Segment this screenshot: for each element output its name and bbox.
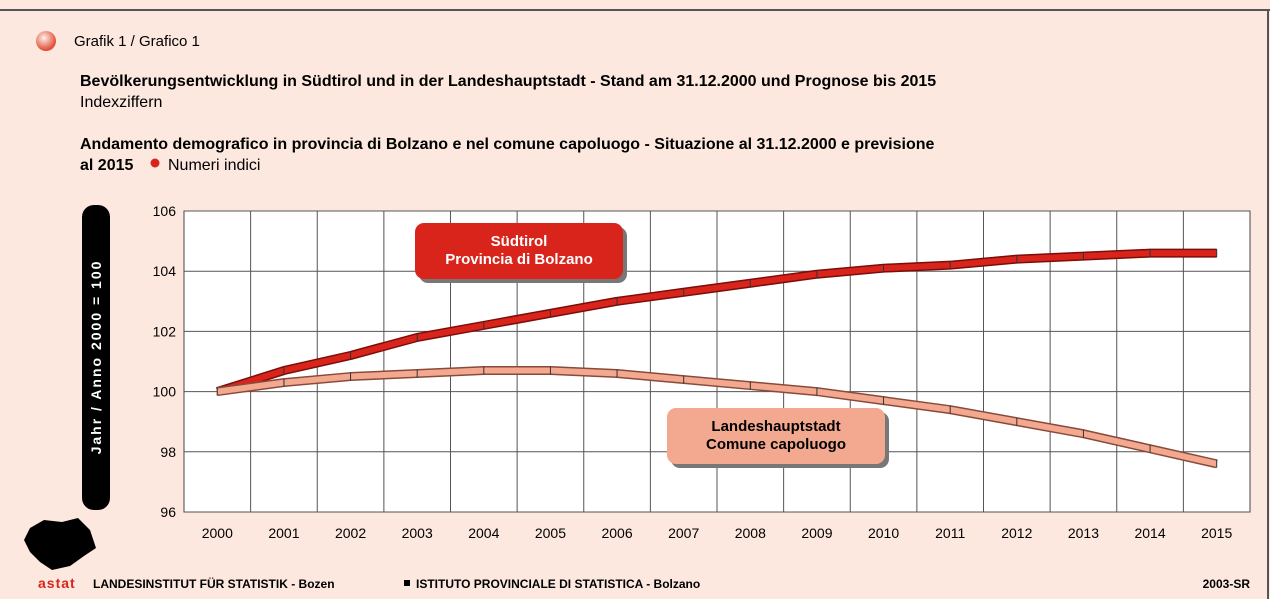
x-tick-label: 2013: [1068, 525, 1099, 541]
chart-label: Grafik 1 / Grafico 1: [74, 33, 200, 50]
y-tick-label: 96: [160, 504, 176, 520]
footer-it: ISTITUTO PROVINCIALE DI STATISTICA - Bol…: [416, 577, 700, 591]
bullet-icon: [36, 31, 56, 51]
x-tick-label: 2005: [535, 525, 566, 541]
y-axis-label: Jahr / Anno 2000 = 100: [88, 260, 104, 455]
logo-map: [24, 518, 96, 570]
legend-box: [415, 223, 623, 279]
separator-dot: [150, 158, 160, 168]
subtitle-it: Numeri indici: [168, 157, 260, 174]
x-tick-label: 2009: [801, 525, 832, 541]
y-label-box: [82, 205, 110, 510]
line: [216, 367, 1218, 467]
y-tick-label: 100: [153, 384, 177, 400]
x-tick-label: 2012: [1001, 525, 1032, 541]
x-tick-label: 2006: [601, 525, 632, 541]
title-de: Bevölkerungsentwicklung in Südtirol und …: [80, 73, 936, 90]
logo: [24, 518, 96, 570]
subtitle-de: Indexziffern: [80, 94, 162, 111]
legend-label: Südtirol: [491, 233, 548, 250]
x-tick-label: 2001: [268, 525, 299, 541]
legend-box: [667, 408, 885, 464]
x-tick-label: 2010: [868, 525, 899, 541]
footer-code: 2003-SR: [1203, 577, 1251, 591]
x-tick-label: 2015: [1201, 525, 1232, 541]
x-tick-label: 2004: [468, 525, 499, 541]
legend-label: Provincia di Bolzano: [445, 251, 593, 268]
y-tick-label: 102: [153, 323, 177, 339]
x-tick-label: 2003: [402, 525, 433, 541]
legend-label: Comune capoluogo: [706, 436, 846, 453]
footer-de: LANDESINSTITUT FÜR STATISTIK - Bozen: [93, 576, 335, 591]
x-tick-label: 2000: [202, 525, 233, 541]
x-tick-label: 2002: [335, 525, 366, 541]
title-it: al 2015: [80, 157, 133, 174]
y-tick-label: 104: [153, 263, 177, 279]
line: [216, 250, 1217, 395]
y-tick-label: 106: [153, 203, 177, 219]
x-tick-label: 2007: [668, 525, 699, 541]
x-tick-label: 2008: [735, 525, 766, 541]
title-it: Andamento demografico in provincia di Bo…: [80, 136, 935, 153]
x-tick-label: 2014: [1134, 525, 1165, 541]
x-tick-label: 2011: [935, 525, 965, 541]
y-tick-label: 98: [160, 444, 176, 460]
footer-separator: [404, 580, 410, 586]
logo-text: astat: [38, 575, 76, 591]
legend-label: Landeshauptstadt: [711, 418, 840, 435]
